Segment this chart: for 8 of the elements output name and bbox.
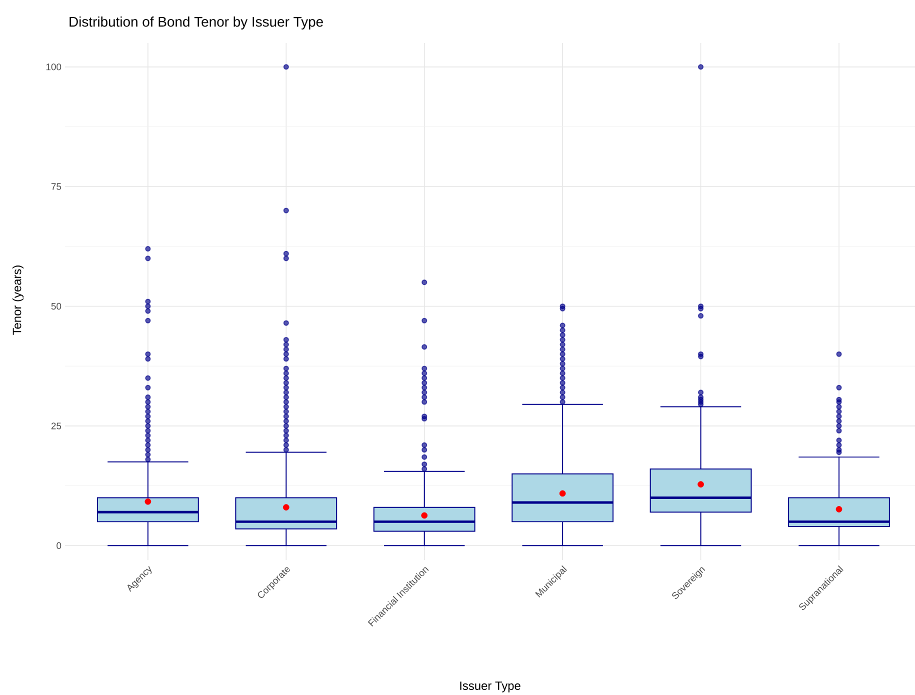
y-axis-title: Tenor (years) — [12, 266, 24, 335]
y-tick-label: 100 — [46, 64, 62, 70]
x-axis-title: Issuer Type — [460, 682, 520, 692]
y-tick-label: 25 — [51, 422, 62, 430]
y-tick-label: 75 — [51, 183, 62, 190]
y-tick-label: 50 — [51, 302, 62, 310]
y-tick-label: 0 — [56, 542, 62, 549]
chart-title: Distribution of Bond Tenor by Issuer Type — [70, 16, 323, 30]
